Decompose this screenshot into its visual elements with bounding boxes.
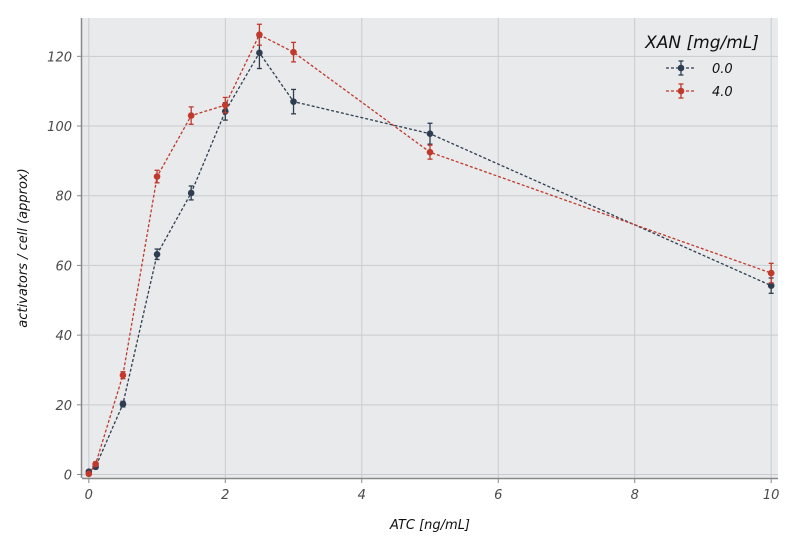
data-point [767, 282, 775, 289]
legend-items: 0.0 4.0 [666, 60, 733, 100]
data-point [153, 173, 161, 180]
data-point [153, 250, 161, 258]
x-axis-label: ATC [ng/mL] [389, 518, 470, 533]
x-tick-label: 6 [494, 488, 502, 503]
y-tick-label: 100 [47, 120, 72, 135]
data-point [85, 470, 93, 478]
data-point [426, 148, 434, 156]
y-tick-label: 60 [55, 259, 72, 274]
data-point [256, 49, 263, 57]
data-point [290, 48, 297, 56]
data-point [92, 460, 99, 468]
legend-item-1: 4.0 [666, 83, 733, 100]
legend-item-0: 0.0 [666, 60, 733, 77]
x-tick-label: 10 [763, 488, 780, 503]
data-point [256, 31, 263, 39]
data-point [221, 101, 229, 109]
y-tick-label: 120 [47, 50, 72, 65]
data-point [119, 371, 127, 379]
y-tick-label: 40 [55, 329, 72, 344]
series-layer [85, 23, 775, 478]
data-point [767, 269, 775, 277]
x-tick-label: 0 [85, 488, 93, 503]
plot-area [82, 18, 778, 478]
data-point [119, 400, 127, 408]
data-point [426, 130, 434, 137]
y-tick-label: 0 [64, 469, 72, 484]
series-line [88, 51, 772, 473]
legend: XAN [mg/mL] 0.0 4.0 [644, 33, 759, 100]
y-axis-label: activators / cell (approx) [16, 168, 31, 327]
data-point [187, 112, 195, 119]
x-tick-label: 4 [358, 488, 366, 503]
legend-label: 4.0 [712, 85, 733, 100]
x-tick-label: 2 [221, 488, 229, 503]
x-tick-label: 8 [631, 488, 639, 503]
series-1 [85, 23, 775, 478]
legend-marker [677, 87, 685, 95]
legend-marker [677, 64, 685, 72]
grid [82, 18, 778, 478]
y-tick-label: 20 [55, 399, 72, 414]
data-point [187, 189, 195, 197]
legend-label: 0.0 [712, 62, 733, 77]
data-point [290, 98, 297, 105]
legend-title: XAN [mg/mL] [644, 33, 759, 53]
y-tick-label: 80 [55, 190, 72, 205]
